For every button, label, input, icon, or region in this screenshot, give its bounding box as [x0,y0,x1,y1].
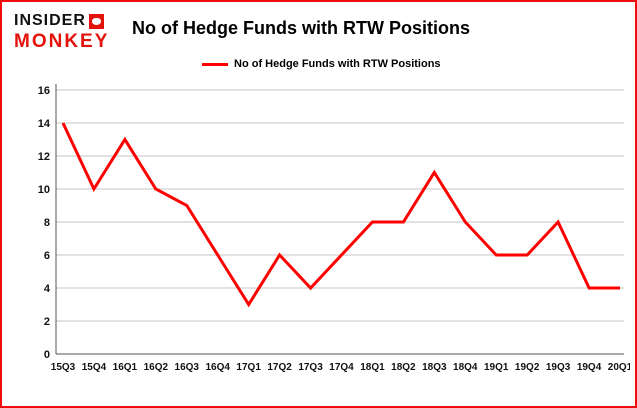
x-tick-label: 17Q2 [267,362,292,373]
x-tick-label: 19Q4 [577,362,602,373]
x-tick-label: 17Q1 [236,362,261,373]
legend-line-swatch [202,62,228,66]
x-tick-label: 16Q2 [144,362,169,373]
monkey-icon [88,13,104,29]
y-tick-label: 8 [44,217,50,229]
x-tick-label: 19Q2 [515,362,540,373]
gridlines [56,89,624,322]
y-tick-label: 12 [38,151,50,163]
legend: No of Hedge Funds with RTW Positions [202,58,441,70]
x-tick-label: 16Q3 [175,362,200,373]
x-tick-label: 16Q4 [205,362,230,373]
legend-label: No of Hedge Funds with RTW Positions [234,58,441,70]
logo-monkey-text: MONKEY [14,31,110,52]
y-tick-label: 6 [44,250,50,262]
y-tick-label: 10 [38,184,50,196]
x-tick-label: 17Q3 [298,362,323,373]
x-tick-label: 19Q1 [484,362,509,373]
axes [55,84,624,355]
y-tick-label: 16 [38,85,50,97]
y-tick-label: 0 [44,349,50,361]
x-tick-label: 16Q1 [113,362,138,373]
x-tick-label: 15Q3 [51,362,76,373]
series-line-rtw [61,122,620,308]
y-axis-labels: 0 2 4 6 8 10 12 14 16 [38,85,51,361]
chart-title: No of Hedge Funds with RTW Positions [132,18,470,38]
y-tick-label: 2 [44,316,50,328]
x-tick-label: 18Q4 [453,362,478,373]
logo-insider-text: INSIDER [14,12,86,29]
x-tick-label: 18Q2 [391,362,416,373]
insider-monkey-logo: INSIDER MONKEY [14,12,132,53]
chart-svg: 0 2 4 6 8 10 12 14 16 15Q3 15Q4 16Q1 16Q2 16Q3 16Q4 17… [38,84,633,373]
x-tick-label: 15Q4 [82,362,107,373]
y-tick-label: 14 [38,118,51,130]
x-axis-labels: 15Q3 15Q4 16Q1 16Q2 16Q3 16Q4 17Q1 17Q2 17Q3 17Q4… [51,362,633,373]
x-tick-label: 19Q3 [546,362,571,373]
x-tick-label: 20Q1 [608,362,630,373]
x-tick-label: 17Q4 [329,362,354,373]
x-tick-label: 18Q3 [422,362,447,373]
x-tick-label: 18Q1 [360,362,385,373]
y-tick-label: 4 [44,283,51,295]
plot-area: 0 2 4 6 8 10 12 14 16 15Q3 15Q4 16Q1 16Q2 16Q3 16Q4 17… [8,78,633,393]
